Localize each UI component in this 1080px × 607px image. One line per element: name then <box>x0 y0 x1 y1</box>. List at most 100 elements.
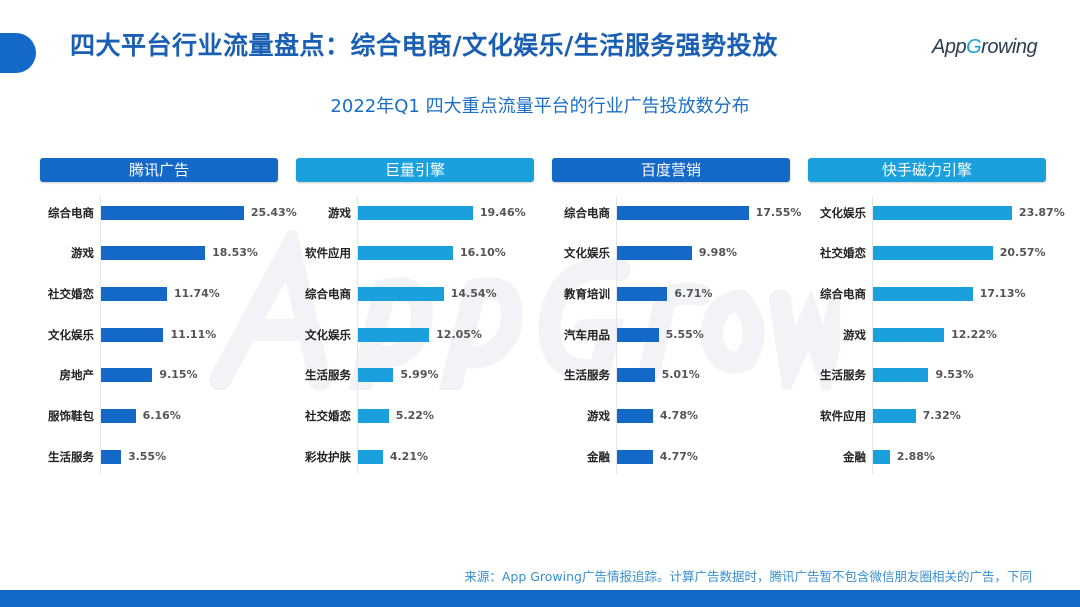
bar <box>873 287 973 301</box>
bar <box>358 368 394 382</box>
data-label: 23.87% <box>1018 206 1065 219</box>
data-label: 4.78% <box>659 409 699 422</box>
bar <box>617 287 668 301</box>
data-label: 16.10% <box>459 246 506 259</box>
bar <box>358 450 383 464</box>
category-label: 生活服务 <box>564 368 610 382</box>
bar <box>617 328 659 342</box>
category-label: 文化娱乐 <box>564 246 610 260</box>
decorative-tab <box>0 33 36 73</box>
category-label: 生活服务 <box>305 368 351 382</box>
page-title: 四大平台行业流量盘点：综合电商/文化娱乐/生活服务强势投放 <box>70 31 778 60</box>
category-label: 游戏 <box>843 328 866 342</box>
bar <box>873 409 916 423</box>
bar <box>101 287 167 301</box>
category-label: 金融 <box>843 450 866 464</box>
appgrowing-logo: AppGrowing <box>932 36 1038 58</box>
category-label: 综合电商 <box>820 287 866 301</box>
axis-line <box>100 196 101 474</box>
bar <box>101 368 153 382</box>
category-label: 游戏 <box>71 246 94 260</box>
data-label: 19.46% <box>479 206 526 219</box>
category-label: 软件应用 <box>305 246 351 260</box>
data-label: 20.57% <box>999 246 1046 259</box>
bottom-bar <box>0 590 1080 607</box>
category-label: 房地产 <box>59 368 95 382</box>
bar <box>873 368 929 382</box>
data-label: 11.74% <box>173 287 220 300</box>
bar <box>873 450 890 464</box>
category-label: 社交婚恋 <box>48 287 94 301</box>
category-label: 游戏 <box>328 206 351 220</box>
source-note: 来源：App Growing广告情报追踪。计算广告数据时，腾讯广告暂不包含微信朋… <box>464 569 1032 584</box>
category-label: 文化娱乐 <box>48 328 94 342</box>
bar <box>101 450 121 464</box>
category-label: 教育培训 <box>564 287 610 301</box>
data-label: 25.43% <box>250 206 297 219</box>
panel-2: 百度营销综合电商 17.55% 文化娱乐 9.98% 教育培训 6.71% 汽车用品 5.55… <box>552 158 801 478</box>
bar <box>101 246 206 260</box>
category-label: 汽车用品 <box>564 328 610 342</box>
data-label: 17.13% <box>979 287 1026 300</box>
data-label: 6.71% <box>674 287 713 300</box>
category-label: 综合电商 <box>305 287 351 301</box>
data-label: 9.15% <box>159 368 198 381</box>
axis-line <box>872 196 873 474</box>
bar <box>358 206 473 220</box>
bar <box>873 328 945 342</box>
bar <box>617 450 653 464</box>
data-label: 5.99% <box>400 368 439 381</box>
data-label: 18.53% <box>212 246 258 259</box>
panel-header: 巨量引擎 <box>296 158 534 182</box>
bar <box>617 368 655 382</box>
bar <box>358 246 453 260</box>
axis-line <box>357 196 358 474</box>
category-label: 文化娱乐 <box>820 206 866 220</box>
category-label: 金融 <box>587 450 610 464</box>
category-label: 游戏 <box>587 409 610 423</box>
panel-0: 腾讯广告综合电商 25.43% 游戏 18.53% 社交婚恋 11.74% 文化娱乐 11.1… <box>40 158 297 478</box>
data-label: 5.01% <box>661 368 700 381</box>
data-label: 5.22% <box>395 409 434 422</box>
category-label: 软件应用 <box>820 409 866 423</box>
bar <box>873 206 1012 220</box>
data-label: 9.98% <box>698 246 738 259</box>
data-label: 12.05% <box>436 328 482 341</box>
data-label: 17.55% <box>755 206 802 219</box>
panel-3: 快手磁力引擎文化娱乐 23.87% 社交婚恋 20.57% 综合电商 17.13% 游戏 12… <box>808 158 1065 478</box>
chart-title: 2022年Q1 四大重点流量平台的行业广告投放数分布 <box>330 96 750 117</box>
data-label: 12.22% <box>951 328 997 341</box>
bar <box>873 246 993 260</box>
bar <box>617 409 653 423</box>
data-label: 2.88% <box>896 450 935 463</box>
category-label: 服饰鞋包 <box>48 409 94 423</box>
bar <box>358 409 389 423</box>
category-label: 社交婚恋 <box>820 246 866 260</box>
data-label: 4.77% <box>659 450 698 463</box>
category-label: 文化娱乐 <box>305 328 351 342</box>
bar <box>101 409 136 423</box>
data-label: 3.55% <box>127 450 167 463</box>
data-label: 14.54% <box>450 287 497 300</box>
category-label: 生活服务 <box>820 368 866 382</box>
data-label: 11.11% <box>170 328 217 341</box>
data-label: 5.55% <box>665 328 704 341</box>
bar <box>617 206 749 220</box>
category-label: 综合电商 <box>48 206 94 220</box>
panel-header: 腾讯广告 <box>40 158 278 182</box>
category-label: 生活服务 <box>48 450 94 464</box>
panel-header: 快手磁力引擎 <box>808 158 1046 182</box>
bar <box>358 328 430 342</box>
bar <box>101 328 164 342</box>
bar <box>358 287 444 301</box>
category-label: 社交婚恋 <box>305 409 351 423</box>
data-label: 4.21% <box>389 450 428 463</box>
data-label: 6.16% <box>142 409 181 422</box>
bar <box>101 206 244 220</box>
data-label: 7.32% <box>922 409 961 422</box>
category-label: 综合电商 <box>564 206 610 220</box>
panel-header: 百度营销 <box>552 158 790 182</box>
data-label: 9.53% <box>935 368 974 381</box>
category-label: 彩妆护肤 <box>305 450 351 464</box>
bar <box>617 246 692 260</box>
